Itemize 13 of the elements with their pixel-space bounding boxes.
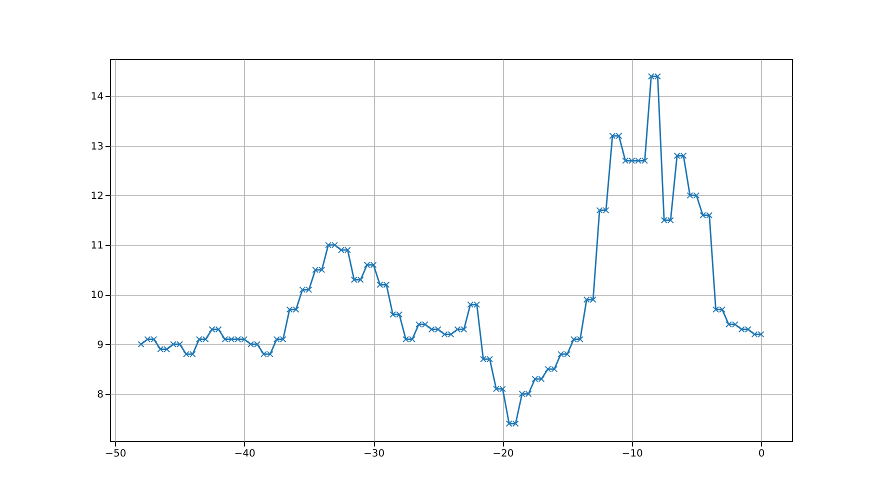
x-tick-label: 0	[758, 448, 765, 460]
y-tick-label: 14	[90, 92, 104, 103]
x-tick-label: −40	[234, 448, 256, 460]
y-tick-label: 9	[97, 340, 104, 351]
x-tick-label: −30	[363, 448, 385, 460]
x-tick-label: −20	[492, 448, 514, 460]
x-tick-label: −10	[622, 448, 643, 460]
x-tick-label: −50	[105, 448, 126, 460]
y-tick-label: 11	[90, 240, 104, 252]
y-tick-label: 12	[90, 190, 104, 202]
y-tick-label: 13	[90, 141, 104, 152]
y-tick-label: 8	[97, 389, 104, 400]
y-tick-label: 10	[90, 290, 104, 302]
